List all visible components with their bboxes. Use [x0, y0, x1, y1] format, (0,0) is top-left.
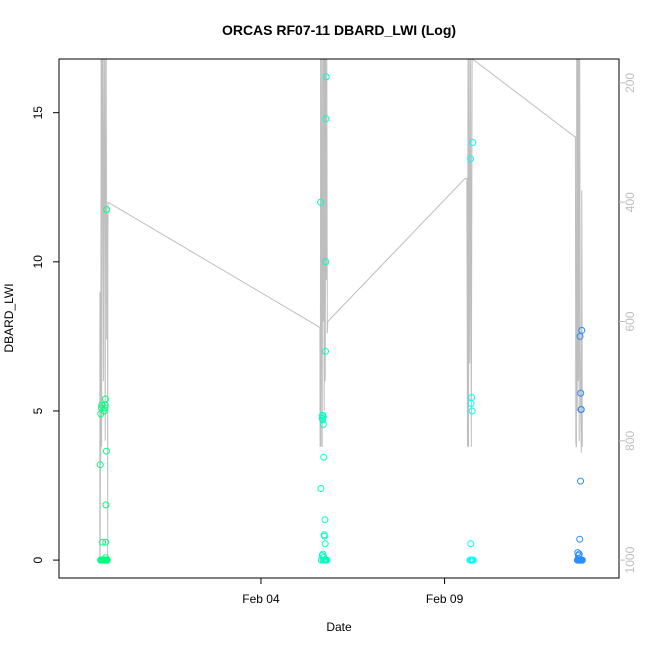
data-point: [468, 394, 476, 401]
data-point: [467, 540, 475, 548]
data-point: [321, 540, 329, 548]
data-point: [102, 447, 110, 455]
data-point: [576, 535, 584, 543]
data-point: [103, 206, 111, 214]
x-axis: Feb 04 Feb 09: [242, 578, 464, 606]
data-point: [319, 416, 327, 424]
data-point: [469, 139, 477, 146]
data-point: [319, 413, 327, 421]
y-tick-label: 15: [31, 106, 45, 120]
data-point: [103, 556, 111, 564]
data-point: [96, 461, 104, 469]
y-axis: 0 5 10 15: [31, 106, 59, 563]
y2-tick-label: 400: [623, 192, 637, 212]
y2-tick-label: 800: [623, 430, 637, 450]
y2-tick-label: 200: [623, 73, 637, 93]
data-point: [319, 420, 327, 428]
y-tick-label: 5: [31, 407, 45, 414]
data-point: [317, 485, 325, 492]
y-axis-label: DBARD_LWI: [2, 283, 16, 352]
data-point: [322, 347, 329, 355]
pressure-line: [99, 58, 583, 561]
data-point: [322, 258, 330, 266]
chart-title: ORCAS RF07-11 DBARD_LWI (Log): [222, 22, 456, 38]
data-point: [322, 115, 330, 123]
data-point: [321, 516, 329, 524]
data-point: [102, 501, 110, 509]
y-tick-label: 10: [31, 255, 45, 269]
data-point: [321, 532, 328, 540]
data-point: [99, 538, 107, 546]
plot-frame: [58, 58, 620, 579]
y2-axis: 200 400 600 800 1000: [619, 73, 637, 573]
y-tick-label: 0: [31, 556, 45, 563]
data-point: [101, 404, 109, 412]
data-point: [322, 73, 330, 81]
x-tick-label: Feb 09: [426, 592, 464, 606]
x-tick-label: Feb 04: [242, 592, 280, 606]
data-point: [577, 477, 584, 485]
data-point: [577, 389, 585, 397]
data-point: [323, 556, 331, 564]
data-point: [467, 155, 475, 163]
x-axis-label: Date: [326, 620, 352, 634]
data-points-layer: [96, 73, 586, 564]
data-point: [320, 453, 328, 461]
data-point: [469, 556, 477, 564]
data-point: [577, 406, 585, 413]
data-point: [101, 395, 109, 403]
data-point: [468, 407, 476, 415]
data-point: [578, 326, 586, 334]
data-point: [317, 198, 325, 206]
y2-tick-label: 1000: [623, 546, 637, 573]
data-point: [102, 538, 110, 546]
data-point: [578, 556, 586, 564]
y2-tick-label: 600: [623, 311, 637, 331]
pressure-line-layer: [99, 58, 583, 561]
